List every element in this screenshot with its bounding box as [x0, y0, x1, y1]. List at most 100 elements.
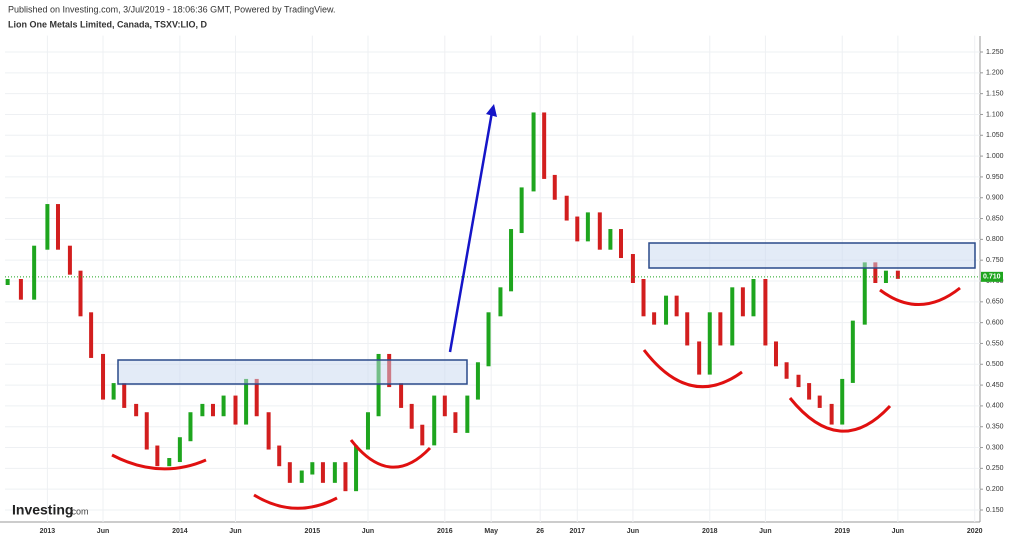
price-bar — [608, 229, 613, 250]
price-bar — [134, 403, 139, 417]
price-bar — [850, 320, 855, 383]
x-tick-label: Jun — [627, 528, 639, 535]
price-bar — [585, 212, 590, 242]
trend-arrow — [448, 111, 494, 353]
y-tick-label: 0.900 — [986, 195, 1004, 202]
price-bar — [78, 270, 83, 317]
y-tick-label: 1.150 — [986, 90, 1004, 97]
price-bar — [817, 395, 822, 408]
price-bar — [277, 445, 282, 467]
last-price-box — [981, 271, 1003, 282]
price-bar — [564, 195, 569, 221]
x-tick-label: 26 — [536, 528, 544, 535]
arrow-head — [486, 104, 497, 117]
y-tick-label: 0.350 — [986, 424, 1004, 431]
price-bar — [332, 462, 337, 483]
price-bar — [718, 312, 723, 346]
y-tick-label: 1.200 — [986, 70, 1004, 77]
price-bar — [45, 204, 50, 250]
price-bar — [167, 458, 172, 467]
price-bar — [862, 262, 867, 325]
support-arc — [788, 397, 892, 433]
x-tick-label: 2017 — [569, 528, 585, 535]
x-tick-label: 2020 — [967, 528, 983, 535]
price-bar — [597, 212, 602, 250]
price-bar — [453, 412, 458, 433]
price-bar — [287, 462, 292, 483]
y-tick-label: 1.250 — [986, 49, 1004, 56]
price-bar — [18, 279, 23, 300]
price-bar — [310, 462, 315, 475]
price-bar — [5, 279, 10, 285]
price-bar — [354, 445, 359, 492]
chart-title: Lion One Metals Limited, Canada, TSXV:LI… — [8, 19, 208, 29]
header: Published on Investing.com, 3/Jul/2019 -… — [8, 4, 336, 14]
price-bar — [531, 112, 536, 192]
price-bar — [475, 362, 480, 400]
price-bar — [509, 229, 514, 292]
support-arc — [349, 439, 432, 469]
price-bar — [883, 270, 888, 283]
price-bar — [575, 216, 580, 242]
x-tick-label: Jun — [97, 528, 109, 535]
price-bar — [210, 403, 215, 417]
y-tick-label: 0.250 — [986, 465, 1004, 472]
price-bar — [498, 287, 503, 317]
x-tick-label: 2013 — [40, 528, 56, 535]
resistance-box — [648, 242, 976, 269]
x-tick-label: 2016 — [437, 528, 453, 535]
price-bar — [233, 395, 238, 425]
y-tick-label: 0.300 — [986, 444, 1004, 451]
price-bar — [409, 403, 414, 429]
price-bar — [697, 341, 702, 375]
price-bar — [320, 462, 325, 483]
logo: Investing — [12, 502, 73, 518]
y-tick-label: 0.550 — [986, 340, 1004, 347]
price-bar — [254, 378, 259, 417]
price-bar — [740, 287, 745, 317]
y-tick-label: 0.500 — [986, 361, 1004, 368]
support-arc — [879, 286, 961, 306]
price-bar — [652, 312, 657, 325]
price-bar — [763, 279, 768, 346]
support-arc — [253, 493, 338, 510]
logo-suffix: .com — [69, 506, 89, 516]
price-bar — [188, 412, 193, 442]
y-tick-label: 0.950 — [986, 174, 1004, 181]
price-bar — [420, 424, 425, 446]
price-bar — [773, 341, 778, 367]
y-tick-label: 0.800 — [986, 236, 1004, 243]
price-bar — [376, 353, 381, 417]
y-tick-label: 0.400 — [986, 403, 1004, 410]
y-tick-label: 0.450 — [986, 382, 1004, 389]
price-bar — [266, 412, 271, 450]
price-bar — [89, 312, 94, 358]
y-tick-label: 0.600 — [986, 319, 1004, 326]
price-bar — [432, 395, 437, 446]
price-bar — [829, 403, 834, 425]
y-tick-label: 0.750 — [986, 257, 1004, 264]
price-bar — [177, 437, 182, 463]
y-tick-label: 0.850 — [986, 215, 1004, 222]
price-bar — [618, 229, 623, 259]
price-bar — [641, 279, 646, 317]
price-bar — [784, 362, 789, 379]
price-bar — [144, 412, 149, 450]
price-bar — [221, 395, 226, 417]
price-bar — [343, 462, 348, 492]
y-tick-label: 1.050 — [986, 132, 1004, 139]
x-tick-label: Jun — [759, 528, 771, 535]
price-bar — [399, 383, 404, 408]
price-bar — [365, 412, 370, 450]
price-bar — [751, 279, 756, 317]
price-bar — [200, 403, 205, 417]
price-bar — [299, 470, 304, 483]
price-bar — [796, 374, 801, 388]
y-tick-label: 0.150 — [986, 507, 1004, 514]
support-arc — [111, 453, 207, 471]
price-bar — [32, 245, 37, 300]
price-bar — [486, 312, 491, 367]
resistance-box — [117, 359, 468, 385]
price-bar — [55, 204, 60, 250]
price-bar — [707, 312, 712, 375]
